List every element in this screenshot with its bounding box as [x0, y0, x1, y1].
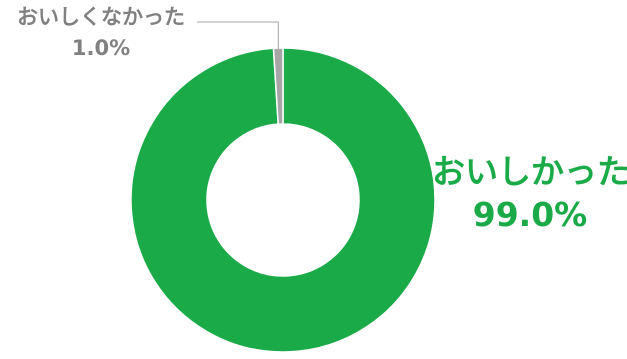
slice-minor: [272, 47, 284, 125]
slice-label-major: おいしかった 99.0%: [432, 150, 627, 236]
slice-name-minor: おいしくなかった: [17, 5, 185, 29]
slice-major: [130, 47, 436, 353]
slice-label-minor: おいしくなかった 1.0%: [6, 2, 196, 64]
leader-line: [197, 21, 279, 51]
slice-percent-major: 99.0%: [472, 195, 588, 234]
slice-percent-minor: 1.0%: [71, 36, 131, 60]
slice-name-major: おいしかった: [432, 152, 627, 191]
